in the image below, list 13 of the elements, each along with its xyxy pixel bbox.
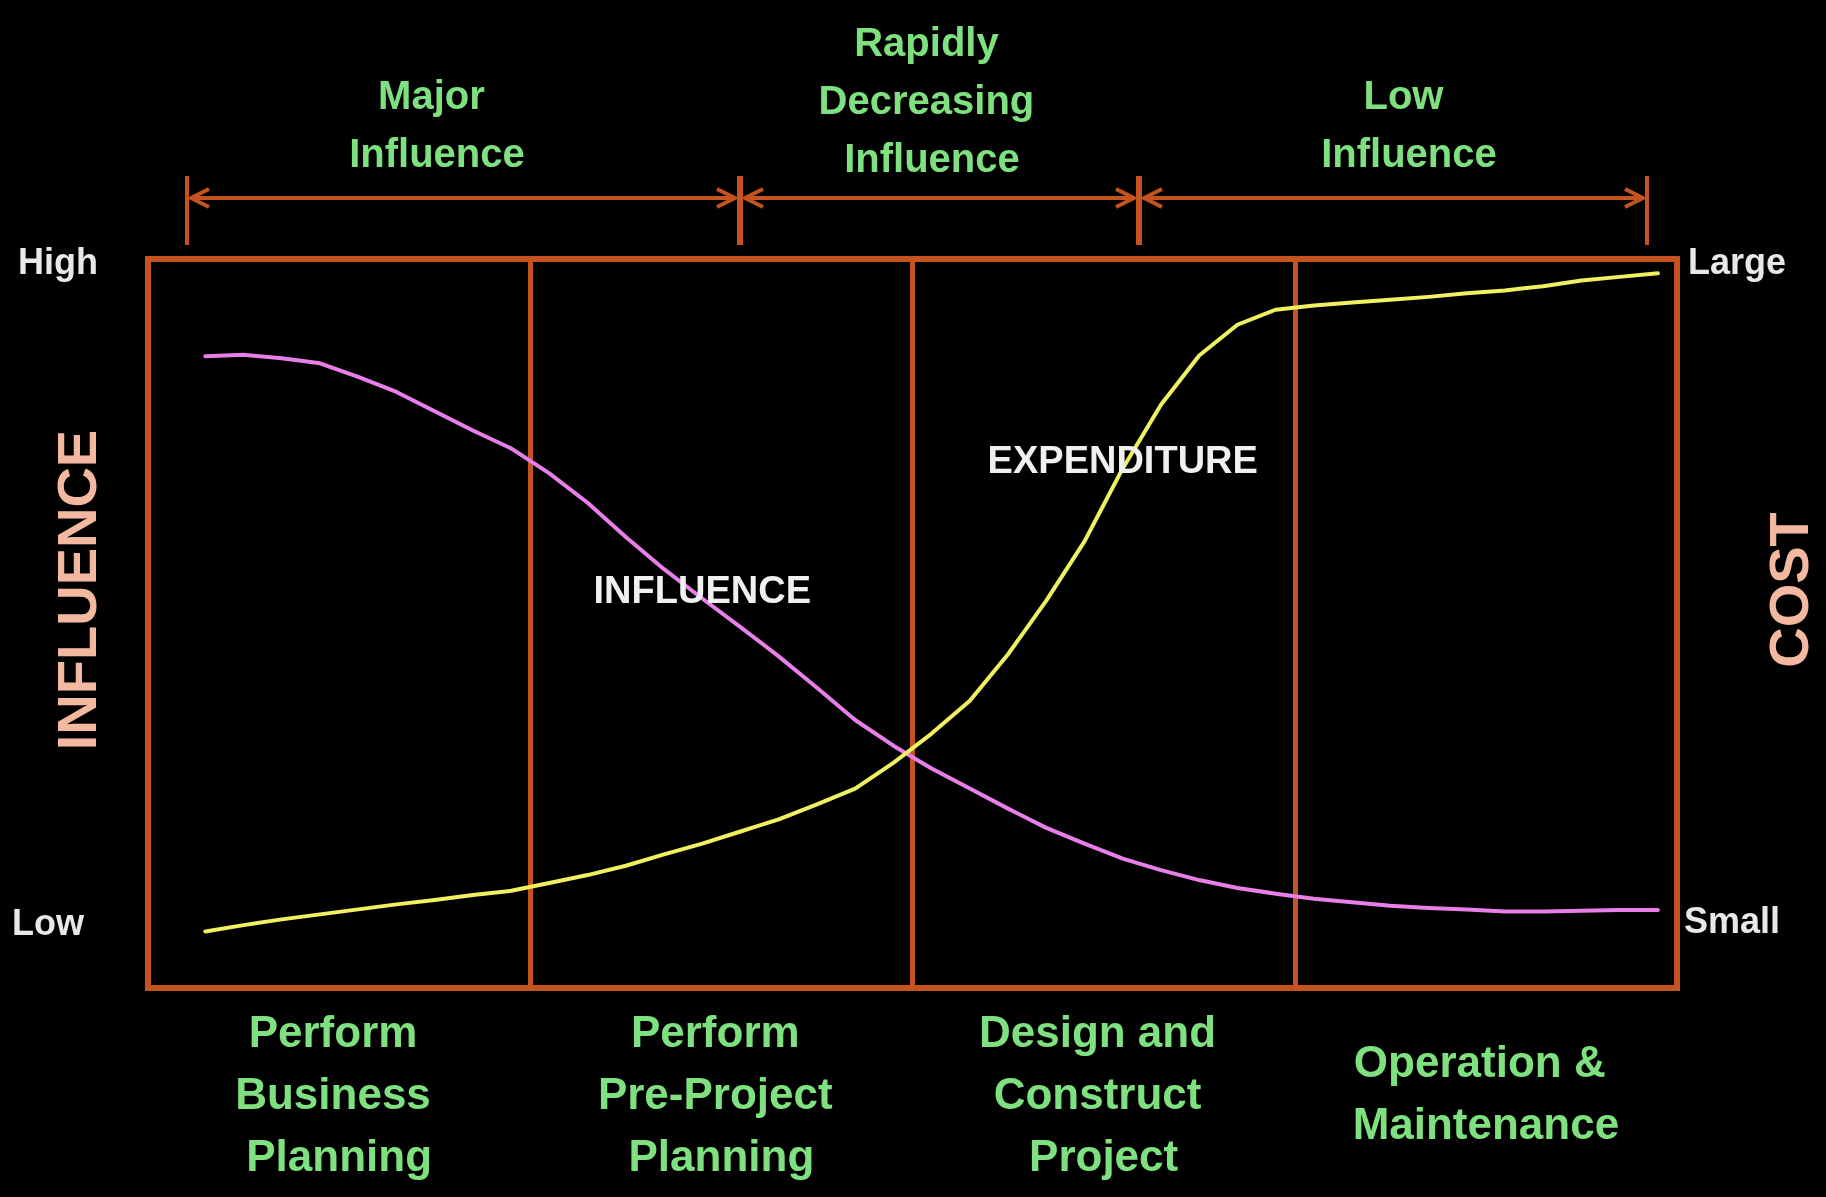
text: Rapidly Decreasing Influence xyxy=(818,20,1046,180)
text: Large xyxy=(1688,240,1787,282)
text: Operation & Maintenance xyxy=(1352,1036,1620,1148)
y-axis-title: INFLUENCE xyxy=(44,429,108,751)
text: High xyxy=(18,240,98,282)
text: Design and Construct Project xyxy=(978,1006,1229,1180)
text: Major Influence xyxy=(349,73,525,175)
text: Perform Pre-Project Planning xyxy=(597,1006,845,1180)
text: Perform Business Planning xyxy=(235,1006,444,1180)
y2-axis-title: COST xyxy=(1756,512,1820,668)
text: Low Influence xyxy=(1321,73,1497,175)
text: Small xyxy=(1684,899,1781,941)
text: Low xyxy=(12,901,85,943)
